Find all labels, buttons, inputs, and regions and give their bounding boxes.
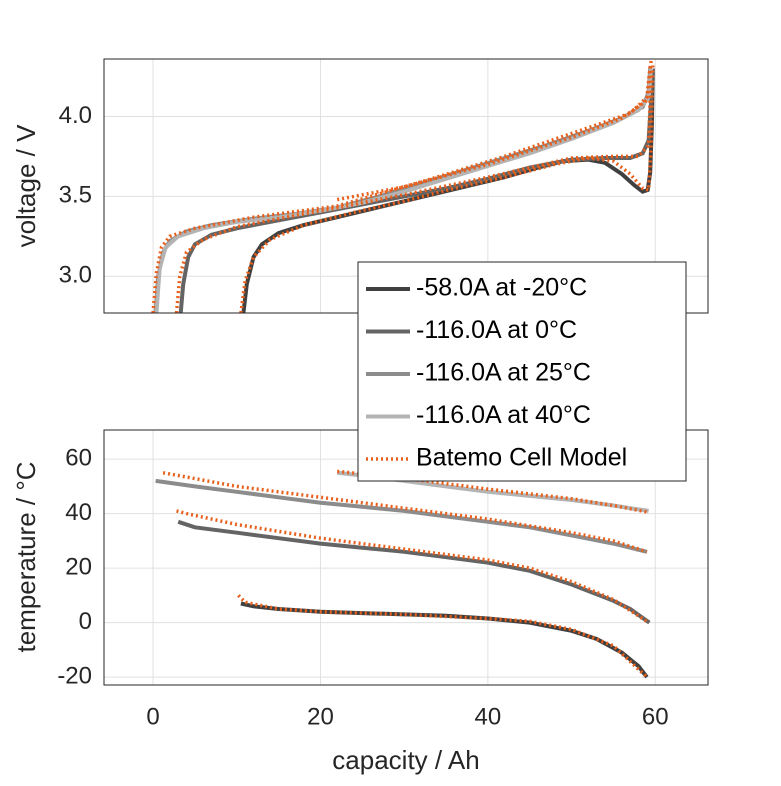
model-line (162, 469, 650, 679)
legend: -58.0A at -20°C -116.0A at 0°C -116.0A at … (357, 261, 687, 482)
y-tick-label: 40 (65, 499, 92, 526)
y-tick-label: 3.0 (59, 262, 92, 289)
x-tick-label: 60 (642, 703, 669, 730)
x-axis-label: capacity / Ah (332, 745, 479, 775)
y-tick-label: 3.5 (59, 182, 92, 209)
legend-box (357, 261, 687, 482)
legend-label: -58.0A at -20°C (416, 274, 587, 302)
y-tick-label: 0 (79, 608, 92, 635)
legend-label: Batemo Cell Model (416, 444, 627, 472)
x-tick-label: 40 (475, 703, 502, 730)
series-group (151, 60, 655, 313)
y-tick-label: 4.0 (59, 102, 92, 129)
x-tick-label: 0 (146, 703, 159, 730)
x-tick-label: 20 (307, 703, 334, 730)
y-tick-label: 60 (65, 444, 92, 471)
y-tick-label: 20 (65, 553, 92, 580)
y-axis-label: temperature / °C (11, 461, 41, 652)
legend-label: -116.0A at 0°C (416, 316, 577, 344)
y-tick-label: -20 (57, 662, 92, 689)
measured-line (155, 478, 648, 554)
legend-label: -116.0A at 25°C (416, 359, 591, 387)
legend-label: -116.0A at 40°C (416, 401, 591, 429)
y-axis-label: voltage / V (11, 124, 41, 248)
